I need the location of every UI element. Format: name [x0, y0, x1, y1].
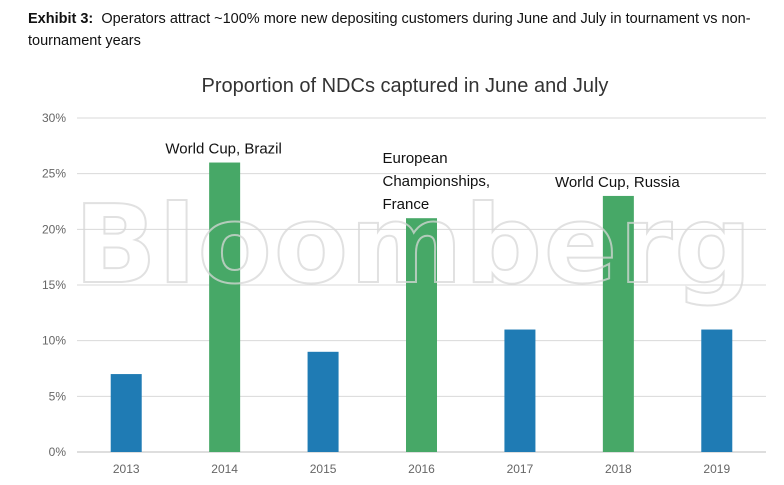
y-tick-label: 20%: [42, 222, 66, 236]
y-axis-ticks: 0% 5% 10% 15% 20% 25% 30%: [42, 111, 66, 459]
exhibit-label: Exhibit 3:: [28, 11, 94, 27]
bar-2019: [701, 329, 733, 452]
exhibit-caption-text: Operators attract ~100% more new deposit…: [28, 11, 751, 49]
bar-2013: [110, 374, 142, 452]
y-tick-label: 10%: [42, 334, 66, 348]
x-tick-label: 2015: [310, 462, 337, 476]
bloomberg-watermark: Bloomberg: [74, 183, 753, 308]
x-tick-label: 2013: [113, 462, 140, 476]
bar-2016: [406, 218, 437, 452]
bar-2015: [307, 351, 339, 452]
x-tick-label: 2017: [507, 462, 534, 476]
annotations: World Cup, Brazil European Championships, F…: [165, 141, 680, 214]
exhibit-caption: Exhibit 3: Operators attract ~100% more …: [28, 8, 768, 52]
x-tick-label: 2018: [605, 462, 632, 476]
bar-2018: [602, 195, 634, 452]
bar-2017: [504, 329, 536, 452]
y-tick-label: 25%: [42, 167, 66, 181]
bar-2014: [209, 162, 241, 453]
chart-title: Proportion of NDCs captured in June and …: [202, 75, 609, 97]
x-tick-label: 2019: [703, 462, 730, 476]
annotation-2016: European Championships, France: [383, 150, 491, 213]
x-tick-label: 2014: [211, 462, 238, 476]
annotation-2018: World Cup, Russia: [555, 174, 680, 191]
bars: [110, 162, 733, 453]
x-tick-label: 2016: [408, 462, 435, 476]
y-tick-label: 0%: [49, 445, 67, 459]
y-tick-label: 5%: [49, 389, 67, 403]
annotation-2014: World Cup, Brazil: [165, 141, 281, 158]
y-tick-label: 15%: [42, 278, 66, 292]
y-tick-label: 30%: [42, 111, 66, 125]
x-axis-ticks: 2013 2014 2015 2016 2017 2018 2019: [113, 462, 731, 476]
